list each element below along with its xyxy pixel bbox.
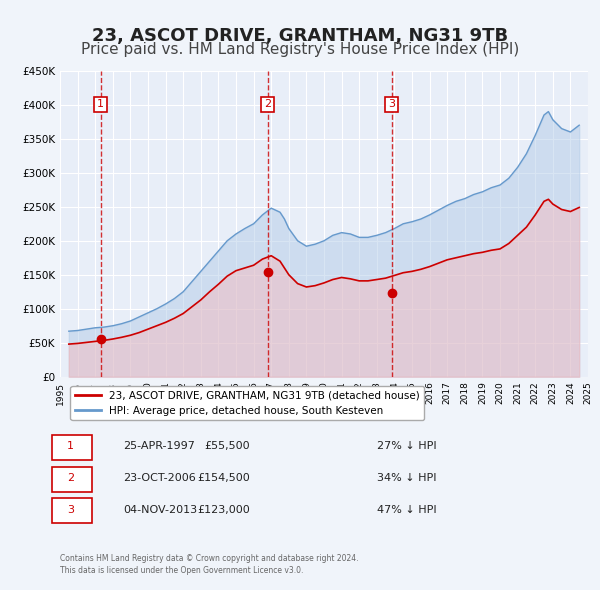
Text: 04-NOV-2013: 04-NOV-2013: [124, 505, 197, 515]
FancyBboxPatch shape: [52, 435, 92, 460]
Text: Price paid vs. HM Land Registry's House Price Index (HPI): Price paid vs. HM Land Registry's House …: [81, 42, 519, 57]
Text: 34% ↓ HPI: 34% ↓ HPI: [377, 473, 436, 483]
Text: 23-OCT-2006: 23-OCT-2006: [124, 473, 196, 483]
Text: 47% ↓ HPI: 47% ↓ HPI: [377, 505, 436, 515]
Text: 3: 3: [388, 100, 395, 110]
Text: 1: 1: [67, 441, 74, 451]
Text: 1: 1: [97, 100, 104, 110]
Text: 25-APR-1997: 25-APR-1997: [124, 441, 195, 451]
Text: 2: 2: [264, 100, 271, 110]
FancyBboxPatch shape: [52, 499, 92, 523]
Text: 23, ASCOT DRIVE, GRANTHAM, NG31 9TB: 23, ASCOT DRIVE, GRANTHAM, NG31 9TB: [92, 27, 508, 45]
Text: Contains HM Land Registry data © Crown copyright and database right 2024.
This d: Contains HM Land Registry data © Crown c…: [60, 554, 359, 575]
Legend: 23, ASCOT DRIVE, GRANTHAM, NG31 9TB (detached house), HPI: Average price, detach: 23, ASCOT DRIVE, GRANTHAM, NG31 9TB (det…: [70, 386, 424, 419]
Text: £123,000: £123,000: [197, 505, 250, 515]
Text: 27% ↓ HPI: 27% ↓ HPI: [377, 441, 436, 451]
Text: 2: 2: [67, 473, 74, 483]
Text: £55,500: £55,500: [205, 441, 250, 451]
Text: £154,500: £154,500: [197, 473, 250, 483]
FancyBboxPatch shape: [52, 467, 92, 491]
Text: 3: 3: [67, 505, 74, 515]
